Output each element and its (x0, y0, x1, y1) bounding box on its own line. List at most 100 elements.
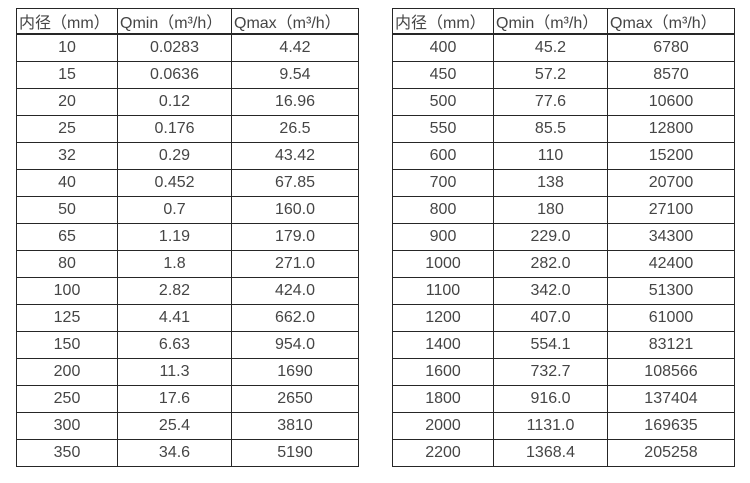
table-cell: 77.6 (493, 88, 608, 116)
table-cell: 83121 (607, 331, 735, 359)
table-cell: 4.42 (231, 33, 359, 62)
table-cell: 1368.4 (493, 439, 608, 467)
table-cell: 1000 (392, 250, 494, 278)
table-row: 1000 282.0 42400 (392, 250, 735, 278)
table-row: 50 0.7 160.0 (16, 196, 359, 224)
table-cell: 42400 (607, 250, 735, 278)
flow-table-small-diameters: 内径（mm） Qmin（m³/h） Qmax（m³/h） 10 0.0283 4.4… (16, 8, 359, 467)
table-cell: 450 (392, 61, 494, 89)
table-cell: 108566 (607, 358, 735, 386)
table-row: 100 2.82 424.0 (16, 277, 359, 305)
table-cell: 250 (16, 385, 118, 413)
table-cell: 15200 (607, 142, 735, 170)
table-row: 1600 732.7 108566 (392, 358, 735, 386)
table-row: 40 0.452 67.85 (16, 169, 359, 197)
table-cell: 138 (493, 169, 608, 197)
table-cell: 2.82 (117, 277, 232, 305)
table-cell: 0.452 (117, 169, 232, 197)
table-cell: 0.0636 (117, 61, 232, 89)
table-cell: 900 (392, 223, 494, 251)
table-cell: 1800 (392, 385, 494, 413)
table-cell: 800 (392, 196, 494, 224)
table-cell: 600 (392, 142, 494, 170)
table-cell: 0.29 (117, 142, 232, 170)
table-cell: 300 (16, 412, 118, 440)
table-cell: 0.176 (117, 115, 232, 143)
table-row: 300 25.4 3810 (16, 412, 359, 440)
table-row: 2200 1368.4 205258 (392, 439, 735, 467)
table-row: 800 180 27100 (392, 196, 735, 224)
table-cell: 4.41 (117, 304, 232, 332)
table-row: 600 110 15200 (392, 142, 735, 170)
table-cell: 57.2 (493, 61, 608, 89)
table-cell: 25.4 (117, 412, 232, 440)
table-cell: 11.3 (117, 358, 232, 386)
table-cell: 0.12 (117, 88, 232, 116)
table-cell: 61000 (607, 304, 735, 332)
table-row: 15 0.0636 9.54 (16, 61, 359, 89)
table-cell: 26.5 (231, 115, 359, 143)
table-cell: 1.19 (117, 223, 232, 251)
table-cell: 12800 (607, 115, 735, 143)
table-row: 125 4.41 662.0 (16, 304, 359, 332)
table-cell: 8570 (607, 61, 735, 89)
table-cell: 6.63 (117, 331, 232, 359)
column-header-qmin: Qmin（m³/h） (117, 8, 232, 35)
table-row: 500 77.6 10600 (392, 88, 735, 116)
table-header-row: 内径（mm） Qmin（m³/h） Qmax（m³/h） (392, 8, 735, 35)
table-cell: 407.0 (493, 304, 608, 332)
table-body-small-diameters: 10 0.0283 4.42 15 0.0636 9.54 20 0.12 16.96 25 0.1… (16, 33, 359, 467)
table-cell: 34.6 (117, 439, 232, 467)
table-cell: 2200 (392, 439, 494, 467)
table-cell: 282.0 (493, 250, 608, 278)
table-row: 550 85.5 12800 (392, 115, 735, 143)
table-cell: 954.0 (231, 331, 359, 359)
table-cell: 0.0283 (117, 33, 232, 62)
table-cell: 20 (16, 88, 118, 116)
table-cell: 5190 (231, 439, 359, 467)
table-cell: 10600 (607, 88, 735, 116)
table-row: 10 0.0283 4.42 (16, 33, 359, 62)
table-cell: 80 (16, 250, 118, 278)
table-cell: 65 (16, 223, 118, 251)
table-cell: 125 (16, 304, 118, 332)
table-row: 20 0.12 16.96 (16, 88, 359, 116)
table-cell: 150 (16, 331, 118, 359)
table-cell: 17.6 (117, 385, 232, 413)
table-cell: 350 (16, 439, 118, 467)
table-cell: 10 (16, 33, 118, 62)
table-row: 200 11.3 1690 (16, 358, 359, 386)
table-cell: 9.54 (231, 61, 359, 89)
table-cell: 271.0 (231, 250, 359, 278)
table-row: 1800 916.0 137404 (392, 385, 735, 413)
table-cell: 25 (16, 115, 118, 143)
table-cell: 137404 (607, 385, 735, 413)
table-cell: 20700 (607, 169, 735, 197)
table-cell: 229.0 (493, 223, 608, 251)
table-cell: 500 (392, 88, 494, 116)
table-cell: 100 (16, 277, 118, 305)
table-cell: 1200 (392, 304, 494, 332)
table-row: 1400 554.1 83121 (392, 331, 735, 359)
table-cell: 1400 (392, 331, 494, 359)
table-cell: 1690 (231, 358, 359, 386)
table-cell: 32 (16, 142, 118, 170)
table-cell: 6780 (607, 33, 735, 62)
table-cell: 424.0 (231, 277, 359, 305)
table-cell: 110 (493, 142, 608, 170)
table-cell: 205258 (607, 439, 735, 467)
table-row: 32 0.29 43.42 (16, 142, 359, 170)
table-row: 350 34.6 5190 (16, 439, 359, 467)
table-cell: 169635 (607, 412, 735, 440)
table-cell: 2000 (392, 412, 494, 440)
flow-table-large-diameters: 内径（mm） Qmin（m³/h） Qmax（m³/h） 400 45.2 6780… (392, 8, 735, 467)
table-cell: 1.8 (117, 250, 232, 278)
table-cell: 40 (16, 169, 118, 197)
table-header-row: 内径（mm） Qmin（m³/h） Qmax（m³/h） (16, 8, 359, 35)
table-cell: 160.0 (231, 196, 359, 224)
table-row: 900 229.0 34300 (392, 223, 735, 251)
table-row: 2000 1131.0 169635 (392, 412, 735, 440)
table-cell: 200 (16, 358, 118, 386)
table-cell: 554.1 (493, 331, 608, 359)
column-header-inner-diameter: 内径（mm） (16, 8, 118, 35)
